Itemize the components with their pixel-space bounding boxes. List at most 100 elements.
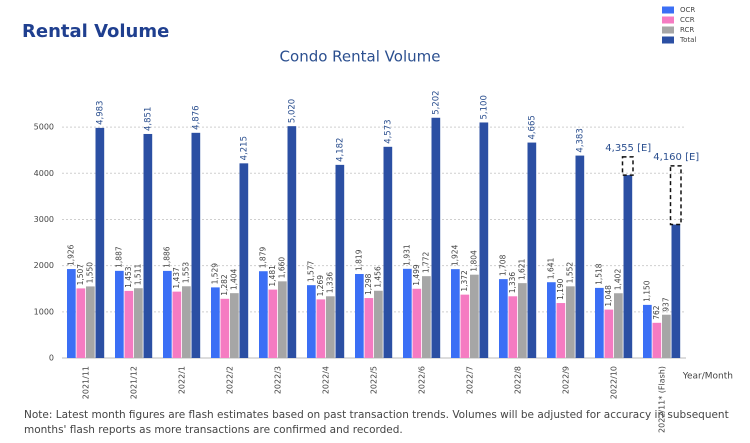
estimate-box: [621, 156, 634, 176]
bar: [355, 273, 364, 358]
x-tick-label: 2021/11: [82, 366, 91, 399]
bar: [115, 270, 124, 358]
value-label: 1,437: [172, 267, 181, 289]
bar: [662, 314, 671, 358]
value-label: 1,336: [326, 272, 335, 294]
value-label: 1,336: [508, 272, 517, 294]
value-label: 1,887: [115, 246, 124, 268]
bar: [230, 293, 239, 358]
value-label: 1,372: [460, 270, 469, 292]
legend-swatch: [662, 26, 674, 34]
value-label: 1,481: [268, 265, 277, 287]
value-label: 1,529: [211, 263, 220, 285]
value-label: 1,641: [547, 258, 556, 280]
value-label: 1,804: [470, 250, 479, 272]
bar: [259, 271, 268, 358]
value-label: 4,182: [336, 138, 346, 162]
bar: [623, 175, 633, 358]
bar: [527, 142, 537, 358]
legend-label: CCR: [680, 16, 695, 24]
bar: [316, 299, 326, 358]
note: months' flash reports as more transactio…: [24, 424, 403, 436]
legend-label: OCR: [680, 6, 695, 14]
bar: [518, 283, 527, 358]
bar: [124, 290, 134, 358]
y-tick-label: 4000: [34, 169, 54, 178]
value-label: 1,507: [76, 264, 85, 286]
bar: [76, 288, 86, 358]
value-label: 1,150: [643, 280, 652, 302]
bar: [220, 298, 230, 358]
bar: [547, 282, 556, 358]
value-label: 1,511: [134, 264, 143, 286]
value-label: 1,190: [556, 278, 565, 300]
bar: [499, 279, 508, 358]
bar: [172, 291, 182, 358]
value-label: 4,573: [384, 119, 394, 143]
bar: [86, 286, 95, 358]
value-label: 1,298: [364, 273, 373, 295]
bar: [364, 298, 374, 358]
value-label: 1,269: [316, 275, 325, 297]
value-label: 1,282: [220, 274, 229, 296]
bar: [383, 146, 393, 358]
bar: [604, 309, 614, 358]
x-tick-label: 2022/5: [370, 366, 379, 394]
x-tick-label: 2022/7: [466, 366, 475, 394]
bar: [239, 163, 249, 358]
value-label: 1,453: [124, 266, 133, 288]
bar: [575, 155, 585, 358]
x-tick-label: 2022/10: [610, 366, 619, 399]
note: Note: Latest month figures are flash est…: [24, 409, 729, 421]
value-label: 1,819: [355, 249, 364, 271]
bar: [287, 126, 297, 359]
bar: [211, 287, 220, 358]
annotation-label: 4,160 [E]: [653, 152, 699, 163]
value-label: 5,020: [288, 99, 298, 123]
y-tick-label: 5000: [34, 123, 54, 132]
value-label: 762: [652, 305, 661, 320]
bar: [470, 274, 479, 358]
y-tick-label: 1000: [34, 307, 54, 316]
bar: [307, 285, 316, 358]
value-label: 4,851: [144, 107, 154, 131]
x-tick-label: 2022/1: [178, 366, 187, 394]
value-label: 1,926: [67, 244, 76, 266]
bar: [460, 294, 470, 358]
x-axis-label: Year/Month: [682, 372, 733, 382]
x-tick-label: 2021/12: [130, 366, 139, 399]
x-tick-label: 2022/4: [322, 366, 331, 394]
annotation-label: 4,355 [E]: [605, 143, 651, 154]
value-label: 1,621: [518, 258, 527, 280]
x-tick-label: 2022/2: [226, 366, 235, 394]
bar: [566, 286, 575, 358]
bar: [278, 281, 287, 358]
legend-swatch: [662, 36, 674, 44]
bar: [412, 288, 422, 358]
bar: [134, 288, 143, 358]
y-tick-label: 3000: [34, 215, 54, 224]
value-label: 4,876: [192, 105, 202, 129]
x-tick-label: 2022/3: [274, 366, 283, 394]
bar: [451, 269, 460, 358]
y-tick-label: 0: [49, 354, 54, 363]
value-label: 1,708: [499, 254, 508, 276]
value-label: 1,772: [422, 251, 431, 273]
value-label: 937: [662, 297, 671, 312]
bar: [95, 127, 105, 358]
x-tick-label: 2022/8: [514, 366, 523, 394]
x-tick-label: 2022/6: [418, 366, 427, 394]
bar: [374, 290, 383, 358]
value-label: 1,550: [86, 262, 95, 284]
value-label: 1,886: [163, 246, 172, 268]
x-tick-label: 2022/9: [562, 366, 571, 394]
value-label: 1,879: [259, 247, 268, 269]
bar: [191, 132, 201, 358]
x-tick-label: 2022/11* (Flash): [658, 366, 667, 433]
legend-swatch: [662, 16, 674, 24]
bar: [614, 293, 623, 358]
value-label: 1,577: [307, 260, 316, 282]
bar: [182, 286, 191, 358]
bar: [268, 289, 278, 358]
